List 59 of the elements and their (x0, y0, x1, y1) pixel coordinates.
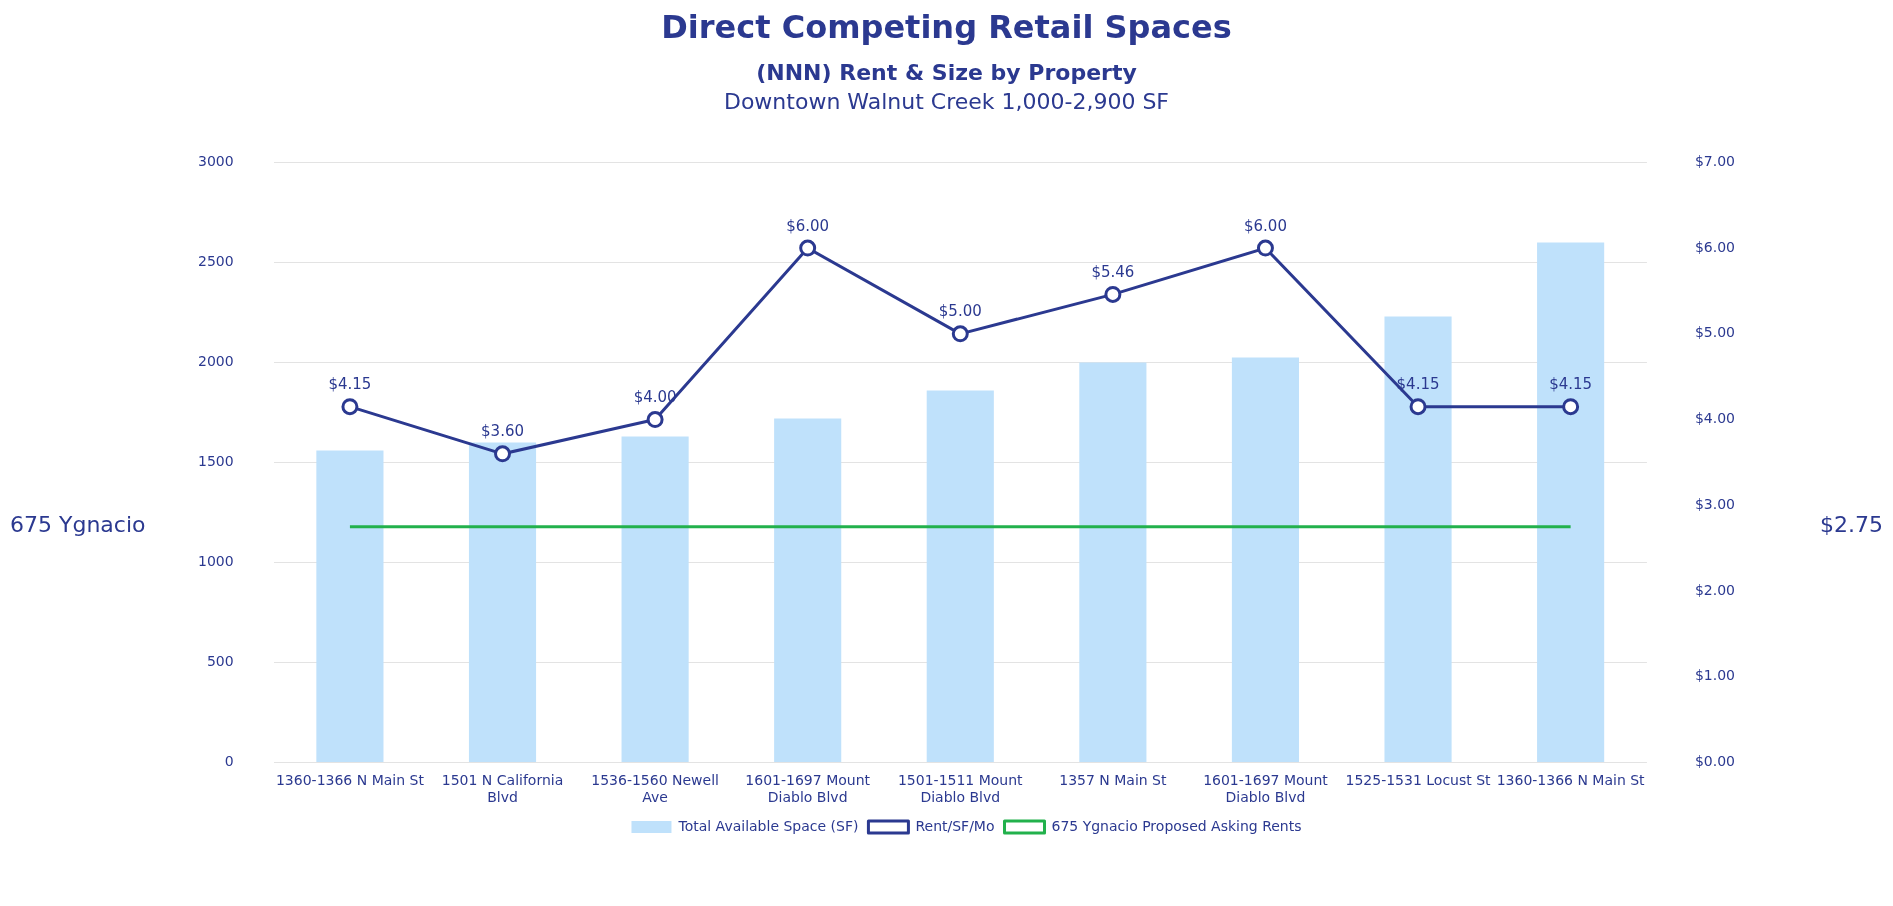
bar (1537, 242, 1605, 762)
bar (926, 390, 994, 762)
y2-tick-label: $6.00 (1694, 238, 1736, 255)
y2-tick-label: $5.00 (1694, 324, 1736, 341)
y-tick-label: 1500 (197, 453, 234, 470)
y-tick-label: 2000 (197, 353, 234, 370)
x-tick-label: 1501-1511 Mount Diablo Blvd (897, 772, 1024, 806)
x-tick-label: 1601-1697 Mount Diablo Blvd (745, 772, 871, 806)
data-label: $6.00 (786, 216, 830, 235)
y-tick-label: 3000 (197, 153, 234, 170)
text: $2.75 (1820, 512, 1883, 538)
data-label: $6.00 (1243, 216, 1287, 235)
point (799, 239, 817, 257)
y-tick-label: 2500 (197, 253, 234, 270)
y2-tick-label: $2.00 (1694, 581, 1736, 598)
chart-subtitle: (NNN) Rent & Size by Property (755, 60, 1138, 85)
x-tick-label: 1525-1531 Locust St (1345, 772, 1492, 789)
bar (1231, 357, 1300, 762)
x-tick-label: 1360-1366 N Main St (275, 772, 425, 789)
bar (1384, 316, 1452, 762)
point (494, 445, 512, 463)
data-label: $4.00 (633, 387, 677, 406)
point (1409, 398, 1427, 416)
x-tick-label: 1501 N California Blvd (441, 772, 564, 806)
point (1104, 285, 1122, 303)
legend-label: Total Available Space (SF) (677, 817, 859, 834)
y-tick-label: 0 (224, 753, 234, 770)
x-tick-label: 1536-1560 Newell Ave (591, 772, 719, 806)
point (646, 411, 664, 429)
y2-tick-label: $1.00 (1694, 667, 1736, 684)
text: 675 Ygnacio (10, 512, 146, 538)
data-label: $5.00 (938, 302, 982, 321)
data-label: $4.15 (328, 375, 372, 394)
legend-label: 675 Ygnacio Proposed Asking Rents (1051, 817, 1302, 834)
point (951, 325, 969, 343)
data-label: $3.60 (481, 422, 524, 441)
bar (774, 418, 842, 762)
bar (621, 436, 689, 762)
y2-tick-label: $0.00 (1694, 753, 1736, 770)
y-tick-label: 1000 (197, 553, 234, 570)
point (1562, 398, 1580, 416)
y-tick-label: 500 (206, 653, 234, 670)
bar (316, 450, 384, 762)
y2-tick-label: $7.00 (1694, 153, 1736, 170)
legend-label: Rent/SF/Mo (915, 817, 995, 834)
data-label: $4.15 (1549, 375, 1593, 394)
point (1256, 239, 1274, 257)
x-tick-label: 1357 N Main St (1059, 772, 1167, 789)
y2-tick-label: $3.00 (1694, 495, 1736, 512)
chart-title: Direct Competing Retail Spaces (660, 8, 1233, 46)
x-tick-label: 1601-1697 Mount Diablo Blvd (1203, 772, 1329, 806)
y2-tick-label: $4.00 (1694, 410, 1736, 427)
data-label: $4.15 (1396, 375, 1440, 394)
x-tick-label: 1360-1366 N Main St (1496, 772, 1646, 789)
bar (468, 442, 537, 762)
text: Downtown Walnut Creek 1,000-2,900 SF (722, 89, 1170, 114)
bar (1079, 362, 1147, 762)
data-label: $5.46 (1091, 262, 1135, 281)
point (341, 398, 359, 416)
